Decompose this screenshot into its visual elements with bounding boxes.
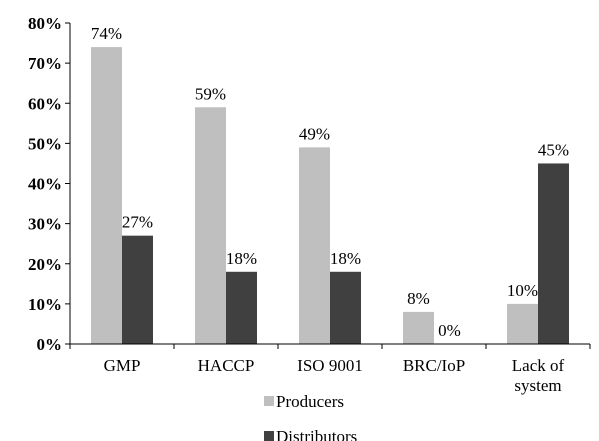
- y-tick-label: 80%: [28, 14, 62, 33]
- bar-producers-1: [195, 107, 226, 344]
- bar-producers-2: [299, 147, 330, 344]
- data-label-distributors-0: 27%: [122, 213, 153, 232]
- legend-label-distributors: Distributors: [276, 427, 357, 441]
- data-label-distributors-3: 0%: [438, 321, 461, 340]
- y-tick-label: 60%: [28, 94, 62, 113]
- data-label-producers-0: 74%: [91, 24, 122, 43]
- y-tick-label: 30%: [28, 215, 62, 234]
- x-tick-label: ISO 9001: [297, 356, 363, 375]
- x-tick-label: GMP: [104, 356, 141, 375]
- bar-distributors-0: [122, 235, 153, 344]
- data-label-producers-1: 59%: [195, 84, 226, 103]
- x-tick-label: Lack of system: [512, 356, 565, 395]
- y-tick-label: 10%: [28, 295, 62, 314]
- bars: [91, 47, 569, 344]
- data-label-producers-2: 49%: [299, 124, 330, 143]
- bar-producers-3: [403, 311, 434, 344]
- y-tick-label: 20%: [28, 255, 62, 274]
- bar-producers-0: [91, 47, 122, 344]
- data-labels: 74% 27% 59% 18% 49% 18% 8% 0% 10% 45%: [91, 24, 569, 340]
- data-label-producers-4: 10%: [507, 281, 538, 300]
- bar-distributors-4: [538, 163, 569, 344]
- data-label-distributors-2: 18%: [330, 249, 361, 268]
- y-tick-label: 40%: [28, 175, 62, 194]
- legend-swatch-distributors: [264, 431, 274, 441]
- legend-swatch-producers: [264, 396, 274, 406]
- data-label-producers-3: 8%: [407, 289, 430, 308]
- bar-producers-4: [507, 303, 538, 344]
- x-axis: GMP HACCP ISO 9001 BRC/IoP Lack of system: [69, 343, 591, 395]
- y-tick-label: 50%: [28, 134, 62, 153]
- legend-label-producers: Producers: [276, 392, 344, 411]
- y-axis: 0% 10% 20% 30% 40% 50% 60% 70% 80%: [28, 14, 71, 354]
- bar-distributors-1: [226, 271, 257, 344]
- data-label-distributors-1: 18%: [226, 249, 257, 268]
- y-tick-label: 70%: [28, 54, 62, 73]
- data-label-distributors-4: 45%: [538, 140, 569, 159]
- bar-distributors-2: [330, 271, 361, 344]
- y-tick-label: 0%: [37, 335, 63, 354]
- x-tick-label: BRC/IoP: [403, 356, 465, 375]
- legend: Producers Distributors: [264, 392, 357, 441]
- x-tick-label: HACCP: [198, 356, 255, 375]
